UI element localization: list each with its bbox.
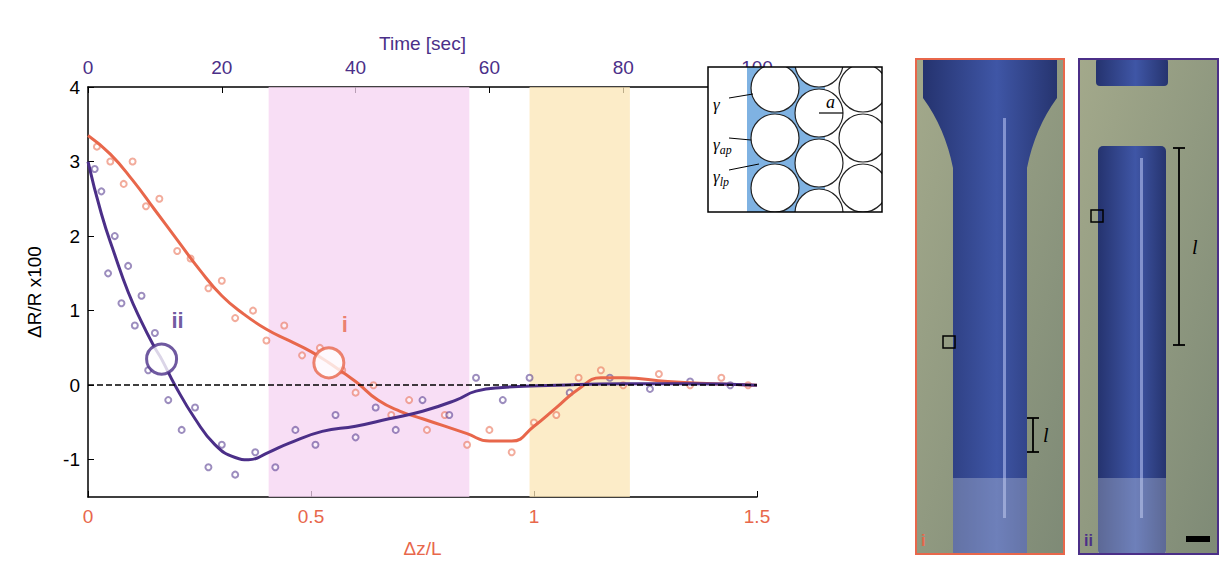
svg-text:i: i xyxy=(921,532,925,549)
svg-text:Δz/L: Δz/L xyxy=(403,538,441,559)
svg-text:γlp: γlp xyxy=(713,167,729,189)
svg-text:0: 0 xyxy=(83,506,94,527)
svg-text:ii: ii xyxy=(1084,532,1093,549)
svg-text:Time [sec]: Time [sec] xyxy=(379,33,466,54)
svg-text:ii: ii xyxy=(171,308,183,333)
svg-text:ΔR/R x100: ΔR/R x100 xyxy=(24,246,45,338)
svg-text:a: a xyxy=(826,92,835,112)
svg-text:1.5: 1.5 xyxy=(744,506,770,527)
svg-text:60: 60 xyxy=(479,57,500,78)
svg-text:80: 80 xyxy=(613,57,634,78)
svg-text:1: 1 xyxy=(69,300,80,321)
svg-text:l: l xyxy=(1043,424,1049,446)
svg-text:0: 0 xyxy=(83,57,94,78)
svg-text:γ: γ xyxy=(713,95,721,114)
svg-text:2: 2 xyxy=(69,226,80,247)
svg-text:4: 4 xyxy=(69,77,80,98)
svg-text:-1: -1 xyxy=(63,449,80,470)
svg-text:0.5: 0.5 xyxy=(298,506,324,527)
svg-text:0: 0 xyxy=(69,375,80,396)
svg-text:γap: γap xyxy=(713,135,732,157)
svg-text:i: i xyxy=(342,312,348,337)
svg-text:20: 20 xyxy=(211,57,232,78)
svg-text:40: 40 xyxy=(345,57,366,78)
svg-text:1: 1 xyxy=(529,506,540,527)
svg-text:l: l xyxy=(1192,236,1198,258)
svg-text:3: 3 xyxy=(69,151,80,172)
